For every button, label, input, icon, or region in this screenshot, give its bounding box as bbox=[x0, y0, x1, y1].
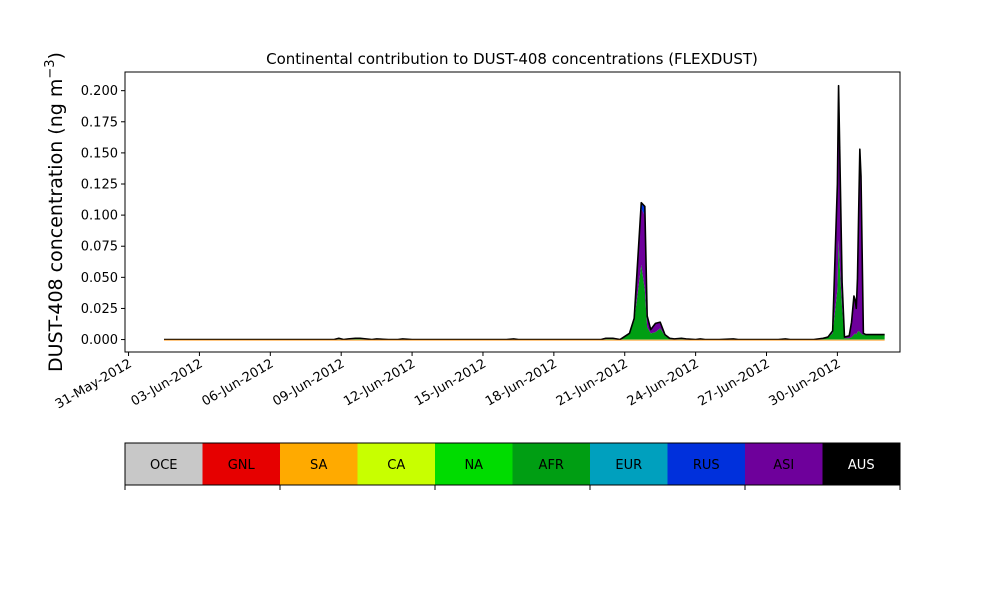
colorbar-label-gnl: GNL bbox=[228, 458, 256, 473]
area-series-rus bbox=[163, 85, 885, 340]
x-tick-label: 18-Jun-2012 bbox=[483, 356, 560, 409]
y-tick-label: 0.200 bbox=[81, 84, 118, 99]
y-tick-label: 0.025 bbox=[81, 302, 118, 317]
colorbar-swatch-oce bbox=[125, 443, 203, 485]
x-tick-label: 15-Jun-2012 bbox=[412, 356, 489, 409]
colorbar-swatch-sa bbox=[280, 443, 358, 485]
x-tick-label: 06-Jun-2012 bbox=[199, 356, 276, 409]
colorbar-label-na: NA bbox=[464, 458, 483, 473]
colorbar-swatch-na bbox=[435, 443, 513, 485]
colorbar-swatch-eur bbox=[590, 443, 668, 485]
y-tick-label: 0.125 bbox=[81, 178, 118, 193]
x-tick-label: 03-Jun-2012 bbox=[129, 356, 206, 409]
chart-title: Continental contribution to DUST-408 con… bbox=[266, 50, 758, 68]
colorbar-label-aus: AUS bbox=[848, 458, 875, 473]
colorbar-swatch-rus bbox=[667, 443, 746, 485]
colorbar-label-oce: OCE bbox=[150, 458, 178, 473]
colorbar-label-ca: CA bbox=[387, 458, 405, 473]
colorbar-swatch-aus bbox=[822, 443, 901, 485]
colorbar-swatch-afr bbox=[512, 443, 591, 485]
region-colorbar-legend: OCE GNL SA CA NA AFR EUR RUS ASI AUS bbox=[124, 442, 901, 490]
area-series-afr bbox=[163, 240, 885, 340]
x-tick-label: 27-Jun-2012 bbox=[696, 356, 773, 409]
x-tick-label: 24-Jun-2012 bbox=[625, 356, 702, 409]
y-tick-label: 0.150 bbox=[81, 146, 118, 161]
colorbar-label-sa: SA bbox=[310, 458, 327, 473]
colorbar-label-asi: ASI bbox=[773, 458, 794, 473]
area-series-asi bbox=[163, 90, 885, 340]
colorbar-swatch-asi bbox=[745, 443, 823, 485]
y-axis: 0.000 0.025 0.050 0.075 0.100 0.125 0.150 0.175… bbox=[81, 84, 125, 348]
x-tick-label: 21-Jun-2012 bbox=[554, 356, 631, 409]
y-tick-label: 0.175 bbox=[81, 115, 118, 130]
colorbar-label-afr: AFR bbox=[539, 458, 564, 473]
y-axis-label-close: ) bbox=[45, 52, 67, 59]
colorbar-swatch-gnl bbox=[202, 443, 281, 485]
x-tick-label: 12-Jun-2012 bbox=[341, 356, 418, 409]
area-series-oce bbox=[163, 85, 885, 340]
y-tick-label: 0.075 bbox=[81, 240, 118, 255]
x-tick-label: 09-Jun-2012 bbox=[270, 356, 347, 409]
y-tick-label: 0.050 bbox=[81, 271, 118, 286]
y-axis-label-superscript: −3 bbox=[43, 59, 58, 78]
y-tick-label: 0.000 bbox=[81, 333, 118, 348]
total-concentration-line bbox=[163, 84, 885, 341]
x-tick-label: 30-Jun-2012 bbox=[767, 356, 844, 409]
plot-frame bbox=[124, 71, 901, 353]
colorbar-label-eur: EUR bbox=[615, 458, 642, 473]
colorbar-frame bbox=[124, 442, 901, 486]
y-axis-label: DUST-408 concentration (ng m−3) bbox=[43, 52, 67, 372]
x-axis: 31-May-201203-Jun-201206-Jun-201209-Jun-… bbox=[53, 352, 844, 412]
y-tick-label: 0.100 bbox=[81, 209, 118, 224]
colorbar-swatch-ca bbox=[357, 443, 436, 485]
colorbar-label-rus: RUS bbox=[693, 458, 720, 473]
y-axis-label-main: DUST-408 concentration (ng m bbox=[45, 79, 67, 372]
stacked-area-layer bbox=[163, 84, 885, 341]
